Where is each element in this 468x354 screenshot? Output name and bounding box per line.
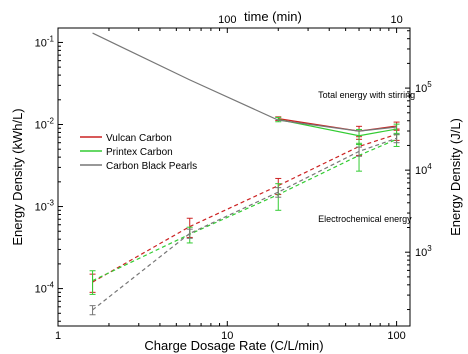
electrochemical-energy-line [92,137,397,311]
y-axis-title: Energy Density (kWh/L) [10,108,25,245]
y-tick-label: 10-4 [35,281,55,296]
y-tick-label: 10-2 [35,116,55,131]
legend-label: Carbon Black Pearls [106,161,197,172]
top-x-tick-label: 100 [218,14,236,26]
top-x-tick-label: 10 [390,14,402,26]
top-x-axis-title: time (min) [244,9,302,24]
right-y-tick-label: 103 [415,244,432,259]
right-y-axis-title: Energy Density (J/L) [448,118,463,236]
chart-annotation: Electrochemical energy [318,214,412,224]
x-axis-title: Charge Dosage Rate (C/L/min) [144,338,323,353]
y-tick-label: 10-1 [35,34,55,49]
plot-frame [57,27,411,327]
legend-label: Vulcan Carbon [106,133,172,144]
x-tick-label: 10 [221,330,233,342]
x-tick-label: 1 [55,330,61,342]
y-tick-label: 10-3 [35,199,55,214]
legend-label: Printex Carbon [106,147,173,158]
right-y-tick-label: 104 [415,162,432,177]
total-energy-line [92,32,397,132]
x-tick-label: 100 [387,330,405,342]
right-y-tick-label: 105 [415,80,432,95]
chart-annotation: Total energy with stirring [318,90,415,100]
